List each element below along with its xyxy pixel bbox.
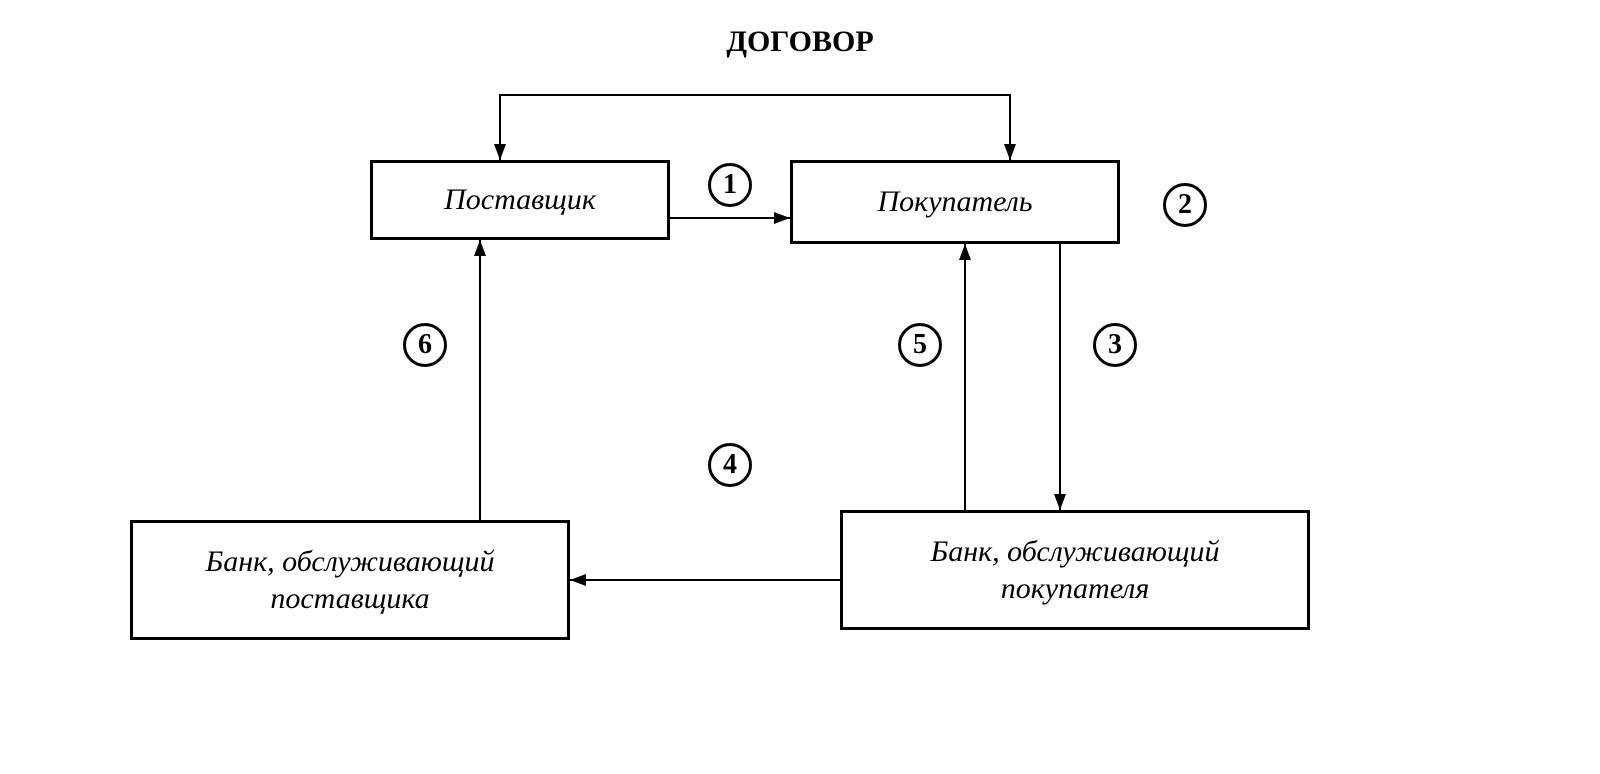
node-supplier-bank-label: Банк, обслуживающийпоставщика [206, 543, 495, 618]
step-3-label: 3 [1108, 329, 1122, 361]
step-6-label: 6 [418, 329, 432, 361]
node-supplier-bank: Банк, обслуживающийпоставщика [130, 520, 570, 640]
step-1-label: 1 [723, 169, 737, 201]
node-buyer-bank-label: Банк, обслуживающийпокупателя [931, 533, 1220, 608]
edge-contract [500, 95, 1010, 160]
step-2-label: 2 [1178, 189, 1192, 221]
node-buyer: Покупатель [790, 160, 1120, 244]
diagram-stage: ДОГОВОР Поставщик Покупатель Банк, обслу… [0, 0, 1600, 774]
step-3: 3 [1093, 323, 1137, 367]
node-supplier: Поставщик [370, 160, 670, 240]
step-6: 6 [403, 323, 447, 367]
step-5-label: 5 [913, 329, 927, 361]
node-buyer-bank: Банк, обслуживающийпокупателя [840, 510, 1310, 630]
step-4-label: 4 [723, 449, 737, 481]
step-1: 1 [708, 163, 752, 207]
node-buyer-label: Покупатель [878, 183, 1033, 221]
edges-layer [0, 0, 1600, 774]
node-supplier-label: Поставщик [444, 181, 596, 219]
step-4: 4 [708, 443, 752, 487]
diagram-title: ДОГОВОР [600, 25, 1000, 59]
step-2: 2 [1163, 183, 1207, 227]
step-5: 5 [898, 323, 942, 367]
